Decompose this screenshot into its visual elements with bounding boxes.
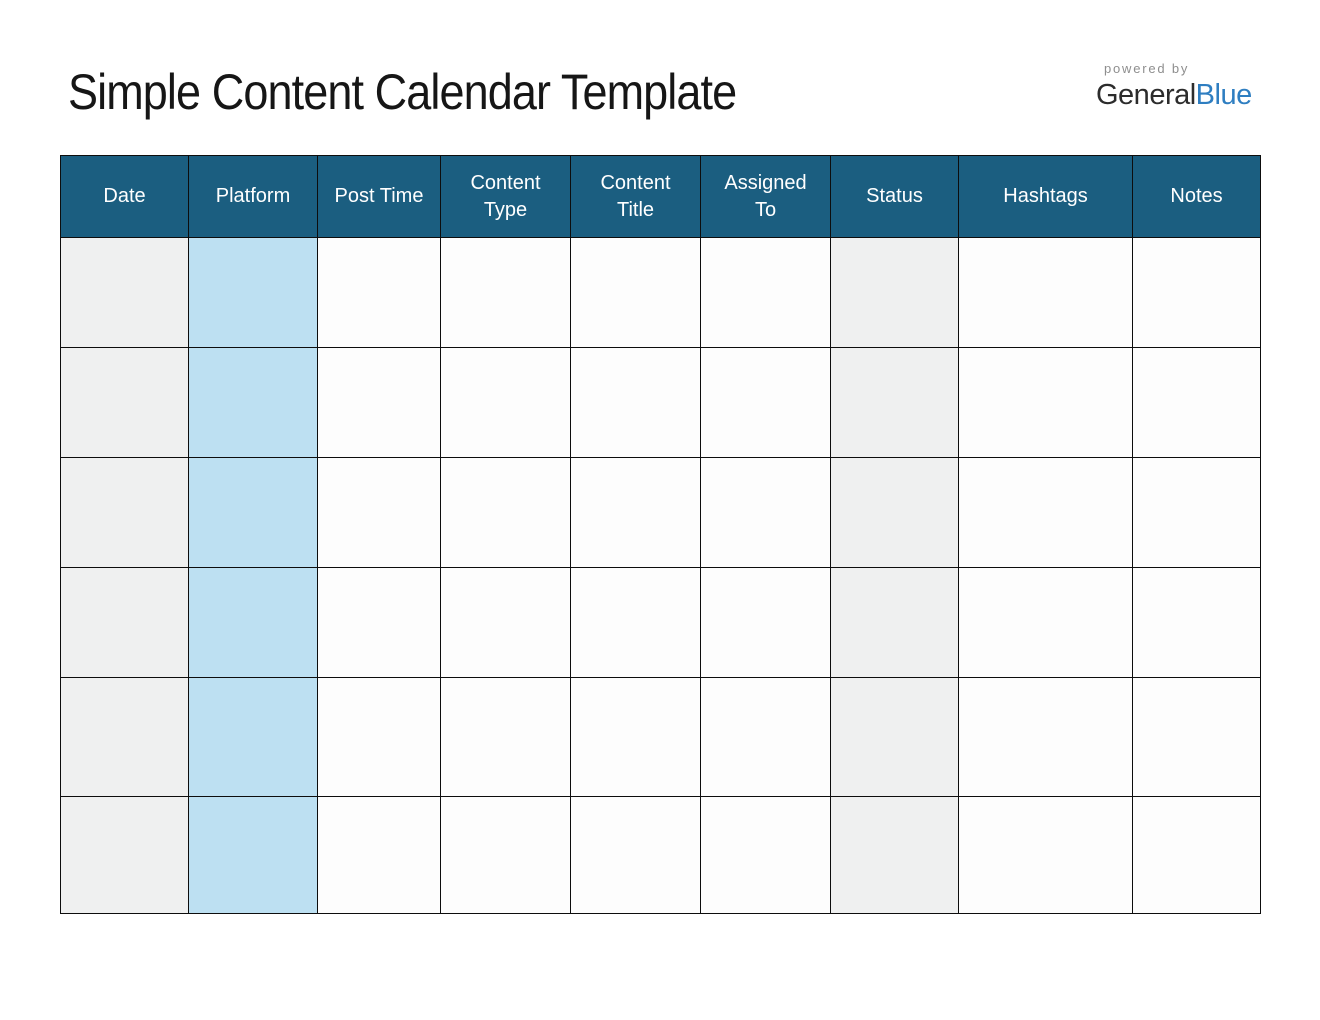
table-cell (188, 347, 318, 458)
table-cell (1132, 796, 1261, 914)
table-cell (188, 677, 318, 797)
table-cell (440, 347, 571, 458)
col-header-post-time: Post Time (317, 155, 441, 238)
table-header-row: Date Platform Post Time Content Type Con… (60, 155, 1261, 238)
col-header-hashtags: Hashtags (958, 155, 1133, 238)
table-cell (317, 347, 441, 458)
col-header-label-line2: Type (483, 198, 528, 221)
col-header-label-line2: To (754, 198, 777, 221)
table-row (60, 677, 1261, 797)
table-cell (60, 677, 189, 797)
table-cell (1132, 567, 1261, 678)
brand-name: GeneralBlue (1096, 79, 1252, 112)
table-cell (317, 567, 441, 678)
content-calendar-table: Date Platform Post Time Content Type Con… (60, 155, 1261, 914)
page-title: Simple Content Calendar Template (68, 64, 737, 120)
table-cell (830, 567, 959, 678)
table-cell (188, 796, 318, 914)
table-cell (1132, 237, 1261, 348)
col-header-label: Post Time (334, 185, 424, 207)
brand-name-blue: Blue (1195, 79, 1253, 111)
table-cell (440, 457, 571, 568)
table-cell (440, 567, 571, 678)
table-cell (60, 796, 189, 914)
col-header-label: Content (470, 171, 541, 194)
table-row (60, 347, 1261, 458)
table-cell (317, 677, 441, 797)
table-cell (570, 677, 701, 797)
table-cell (700, 796, 831, 914)
table-cell (1132, 677, 1261, 797)
table-cell (830, 457, 959, 568)
table-row (60, 457, 1261, 568)
table-cell (570, 237, 701, 348)
table-cell (188, 457, 318, 568)
table-row (60, 796, 1261, 914)
col-header-label-line2: Title (616, 198, 655, 221)
table-cell (1132, 347, 1261, 458)
table-cell (60, 347, 189, 458)
col-header-label: Status (866, 185, 923, 207)
table-cell (188, 567, 318, 678)
table-cell (830, 347, 959, 458)
table-cell (60, 457, 189, 568)
col-header-date: Date (60, 155, 189, 238)
table-cell (830, 237, 959, 348)
table-cell (700, 457, 831, 568)
table-cell (700, 347, 831, 458)
table-cell (60, 237, 189, 348)
table-cell (700, 237, 831, 348)
col-header-content-title: Content Title (570, 155, 701, 238)
table-cell (570, 347, 701, 458)
table-cell (440, 237, 571, 348)
table-cell (1132, 457, 1261, 568)
col-header-label: Notes (1170, 185, 1223, 207)
col-header-label: Date (103, 185, 146, 207)
table-cell (958, 567, 1133, 678)
powered-by-label: powered by (1104, 61, 1190, 76)
col-header-label: Hashtags (1003, 185, 1088, 207)
col-header-platform: Platform (188, 155, 318, 238)
table-cell (317, 457, 441, 568)
col-header-label: Assigned (724, 171, 807, 194)
col-header-label: Content (600, 171, 671, 194)
table-cell (958, 457, 1133, 568)
table-cell (570, 457, 701, 568)
table-cell (700, 677, 831, 797)
table-cell (570, 567, 701, 678)
col-header-assigned-to: Assigned To (700, 155, 831, 238)
col-header-label: Platform (215, 185, 291, 207)
table-cell (830, 677, 959, 797)
table-cell (188, 237, 318, 348)
col-header-notes: Notes (1132, 155, 1261, 238)
table-cell (830, 796, 959, 914)
col-header-content-type: Content Type (440, 155, 571, 238)
table-cell (570, 796, 701, 914)
table-cell (958, 677, 1133, 797)
table-row (60, 237, 1261, 348)
table-cell (700, 567, 831, 678)
col-header-status: Status (830, 155, 959, 238)
table-cell (60, 567, 189, 678)
brand-name-general: General (1096, 79, 1196, 111)
table-cell (440, 677, 571, 797)
table-cell (317, 237, 441, 348)
table-cell (440, 796, 571, 914)
table-row (60, 567, 1261, 678)
brand-logo: powered by GeneralBlue (1096, 61, 1252, 112)
table-cell (317, 796, 441, 914)
table-cell (958, 237, 1133, 348)
table-cell (958, 347, 1133, 458)
table-cell (958, 796, 1133, 914)
